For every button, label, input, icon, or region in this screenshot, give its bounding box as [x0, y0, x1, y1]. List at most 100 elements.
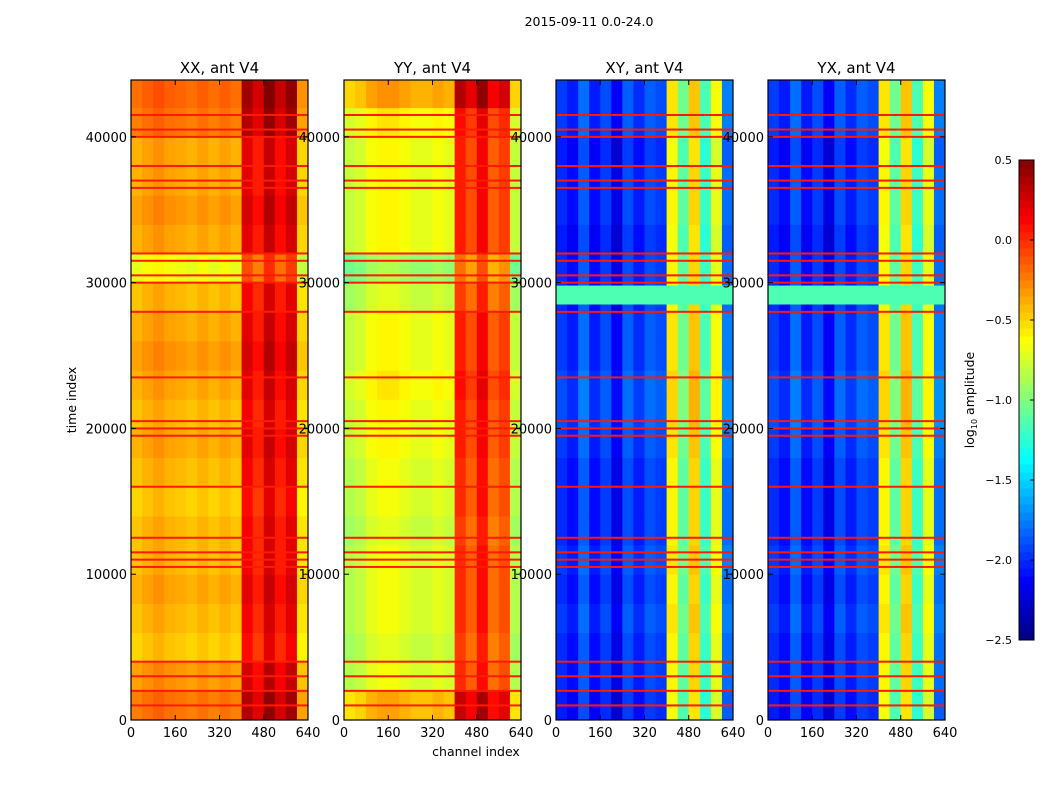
heatmap-cell [377, 282, 389, 313]
heatmap-cell [834, 311, 846, 342]
heatmap-cell [410, 311, 422, 342]
heatmap-cell [622, 80, 634, 109]
heatmap-cell [377, 428, 389, 459]
heatmap-cell [355, 370, 367, 400]
heatmap-cell [823, 574, 835, 604]
heatmap-cell [498, 457, 511, 488]
heatmap-cell [710, 603, 723, 634]
heatmap-cell [790, 370, 802, 400]
y-tick-label: 20000 [723, 422, 764, 437]
heatmap-cell [699, 574, 712, 604]
heatmap-cell [454, 603, 467, 634]
heatmap-cell [900, 574, 913, 604]
flagged-row-line [768, 485, 945, 488]
heatmap-cell [779, 457, 791, 488]
heatmap-cell [164, 399, 176, 429]
heatmap-cell [175, 486, 187, 517]
heatmap-cell [677, 428, 690, 459]
colorbar-segment [1019, 288, 1034, 297]
heatmap-cell [344, 457, 356, 488]
heatmap-cell [790, 603, 802, 634]
heatmap-cell [578, 515, 590, 546]
heatmap-cell [633, 486, 645, 517]
heatmap-cell [274, 195, 287, 225]
heatmap-cell [410, 399, 422, 429]
heatmap-cell [556, 224, 568, 254]
heatmap-cell [230, 574, 243, 604]
heatmap-cell [432, 632, 445, 663]
heatmap-cell [721, 107, 734, 138]
heatmap-cell [241, 370, 254, 400]
heatmap-cell [197, 224, 209, 254]
heatmap-cell [812, 80, 824, 109]
heatmap-cell [699, 136, 712, 167]
heatmap-cell [600, 428, 612, 459]
heatmap-cell [889, 80, 902, 109]
heatmap-cell [252, 428, 265, 459]
heatmap-cell [186, 515, 198, 546]
heatmap-cell [399, 224, 411, 254]
heatmap-cell [589, 80, 601, 109]
flagged-row-line [131, 689, 308, 692]
heatmap-cell [355, 107, 367, 138]
heatmap-cell [567, 574, 579, 604]
heatmap-cell [911, 399, 924, 429]
heatmap-cell [556, 515, 568, 546]
heatmap-cell [856, 195, 869, 225]
heatmap-cell [823, 340, 835, 371]
flagged-row-line [556, 485, 733, 488]
heatmap-cell [421, 340, 433, 371]
panel-xx: XX, ant V4 0 160 320 480 640 0 10000 20000 30000 4… [86, 59, 321, 741]
heatmap-cell [410, 486, 422, 517]
heatmap-cell [432, 224, 445, 254]
x-tick-label: 160 [800, 726, 825, 741]
heatmap-cell [567, 428, 579, 459]
heatmap-cell [208, 370, 220, 400]
heatmap-cell [296, 603, 309, 634]
heatmap-cell [812, 428, 824, 459]
colorbar-segment [1019, 344, 1034, 353]
heatmap-cell [677, 370, 690, 400]
heatmap-cell [867, 457, 880, 488]
heatmap-cell [355, 457, 367, 488]
heatmap-cell [578, 195, 590, 225]
heatmap-cell [274, 253, 287, 284]
heatmap-cell [699, 399, 712, 429]
heatmap-cell [410, 457, 422, 488]
heatmap-cell [823, 632, 835, 663]
heatmap-cell [476, 632, 489, 663]
heatmap-cell [644, 632, 657, 663]
flagged-row-line [131, 675, 308, 678]
heatmap-cell [900, 370, 913, 400]
y-axis-label: time index [64, 367, 79, 433]
heatmap-cell [721, 195, 734, 225]
heatmap-cell [399, 311, 411, 342]
colorbar-segment [1019, 384, 1034, 393]
heatmap-cell [230, 136, 243, 167]
panel-xy: XY, ant V4 0 160 320 480 640 0 10000 20000 30000 4… [511, 59, 746, 741]
heatmap-cell [578, 340, 590, 371]
heatmap-cell [164, 574, 176, 604]
heatmap-cell [721, 253, 734, 284]
heatmap-cell [454, 80, 467, 109]
heatmap-cell [443, 311, 456, 342]
heatmap-cell [399, 195, 411, 225]
heatmap-cell [721, 515, 734, 546]
heatmap-cell [779, 515, 791, 546]
flagged-row-line [131, 558, 308, 561]
flagged-row-line [344, 281, 521, 284]
heatmap-cell [801, 370, 813, 400]
heatmap-cell [556, 107, 568, 138]
heatmap-cell [432, 80, 445, 109]
heatmap-cell [567, 224, 579, 254]
heatmap-cell [487, 195, 500, 225]
y-tick-label: 10000 [723, 568, 764, 583]
heatmap-cell [476, 457, 489, 488]
heatmap-cell [153, 136, 165, 167]
colorbar-segment [1019, 240, 1034, 249]
heatmap-cell [856, 632, 869, 663]
heatmap-cell [688, 136, 701, 167]
heatmap-cell [175, 282, 187, 313]
heatmap-cell [454, 515, 467, 546]
heatmap-cell [556, 574, 568, 604]
